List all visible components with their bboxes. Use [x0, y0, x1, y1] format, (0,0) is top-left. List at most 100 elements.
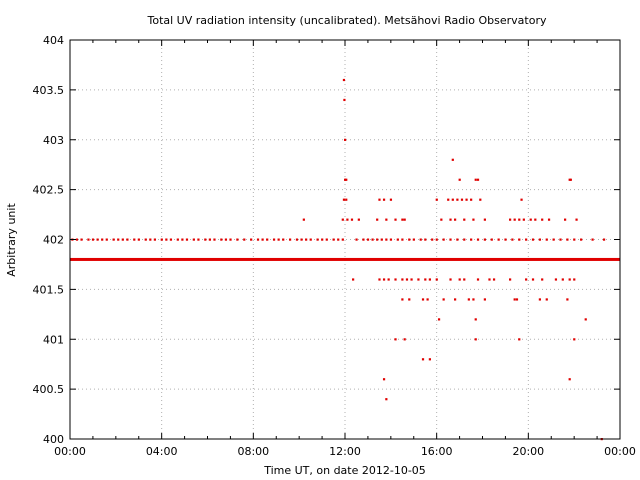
data-point — [564, 218, 567, 221]
y-tick-label: 400.5 — [33, 383, 65, 396]
x-tick-label: 20:00 — [512, 445, 544, 458]
data-point — [435, 198, 438, 201]
data-point — [309, 238, 312, 241]
data-point — [80, 238, 83, 241]
data-point — [220, 238, 223, 241]
data-point — [470, 238, 473, 241]
data-point — [316, 238, 319, 241]
x-tick-label: 00:00 — [604, 445, 636, 458]
y-tick-label: 404 — [43, 34, 64, 47]
data-point — [387, 278, 390, 281]
data-point — [204, 238, 207, 241]
data-point — [346, 218, 349, 221]
data-point — [337, 238, 340, 241]
data-point — [525, 278, 528, 281]
data-point — [497, 238, 500, 241]
y-tick-label: 402 — [43, 234, 64, 247]
data-point — [266, 238, 269, 241]
data-point — [454, 218, 457, 221]
data-point — [568, 178, 571, 181]
data-point — [117, 238, 120, 241]
data-point — [421, 298, 425, 301]
data-point — [137, 238, 140, 241]
data-point — [513, 218, 516, 221]
data-point — [467, 298, 470, 301]
x-tick-label: 16:00 — [421, 445, 453, 458]
data-point — [518, 338, 521, 341]
data-point — [456, 238, 459, 241]
data-point — [243, 238, 246, 241]
data-point — [545, 298, 548, 301]
x-tick-label: 00:00 — [54, 445, 86, 458]
data-point — [403, 338, 406, 341]
data-point — [91, 238, 95, 241]
data-point — [302, 218, 305, 221]
data-point — [229, 238, 232, 241]
data-point — [511, 238, 514, 241]
data-point — [394, 218, 397, 221]
data-point — [385, 398, 388, 401]
data-point — [121, 238, 124, 241]
data-point — [87, 238, 90, 241]
y-tick-label: 400 — [43, 433, 64, 446]
data-point — [352, 278, 355, 281]
data-point — [417, 278, 420, 281]
data-point — [396, 238, 399, 241]
data-point — [325, 238, 328, 241]
data-point — [160, 238, 163, 241]
data-point — [169, 238, 173, 241]
data-point — [520, 198, 523, 201]
data-point — [463, 238, 466, 241]
data-point — [385, 218, 388, 221]
data-point — [541, 218, 544, 221]
x-tick-label: 04:00 — [146, 445, 178, 458]
data-point — [408, 298, 411, 301]
data-point — [165, 238, 168, 241]
data-point — [382, 378, 386, 381]
data-point — [289, 238, 292, 241]
data-point — [492, 278, 496, 281]
data-point — [602, 238, 606, 241]
y-tick-label: 401.5 — [33, 283, 65, 296]
chart-title: Total UV radiation intensity (uncalibrat… — [147, 14, 547, 27]
data-point — [522, 218, 525, 221]
data-point — [197, 238, 200, 241]
data-point — [428, 358, 431, 361]
data-point — [470, 198, 473, 201]
data-point — [401, 238, 404, 241]
data-point — [547, 218, 551, 221]
data-point — [476, 178, 480, 181]
y-axis-label: Arbitrary unit — [5, 203, 18, 277]
data-point — [357, 218, 360, 221]
data-point — [463, 278, 466, 281]
data-point — [525, 238, 528, 241]
data-point — [584, 318, 587, 321]
data-point — [568, 278, 571, 281]
data-point — [566, 298, 569, 301]
data-point — [541, 278, 544, 281]
data-point — [573, 278, 576, 281]
data-point — [394, 278, 397, 281]
data-point — [366, 238, 370, 241]
data-point — [454, 298, 457, 301]
data-point — [305, 238, 308, 241]
data-point — [559, 238, 562, 241]
data-point — [144, 238, 147, 241]
data-point — [112, 238, 115, 241]
data-point — [458, 178, 461, 181]
data-point — [133, 238, 136, 241]
y-tick-label: 403 — [43, 134, 64, 147]
grid-lines — [70, 40, 620, 439]
data-point — [382, 278, 386, 281]
data-point — [261, 238, 264, 241]
data-point — [401, 218, 404, 221]
baseline-series — [70, 257, 620, 261]
data-point — [321, 238, 324, 241]
data-point — [371, 238, 374, 241]
x-tick-label: 12:00 — [329, 445, 361, 458]
data-point — [424, 238, 427, 241]
data-point — [431, 238, 434, 241]
data-point — [465, 198, 468, 201]
data-point — [410, 278, 413, 281]
